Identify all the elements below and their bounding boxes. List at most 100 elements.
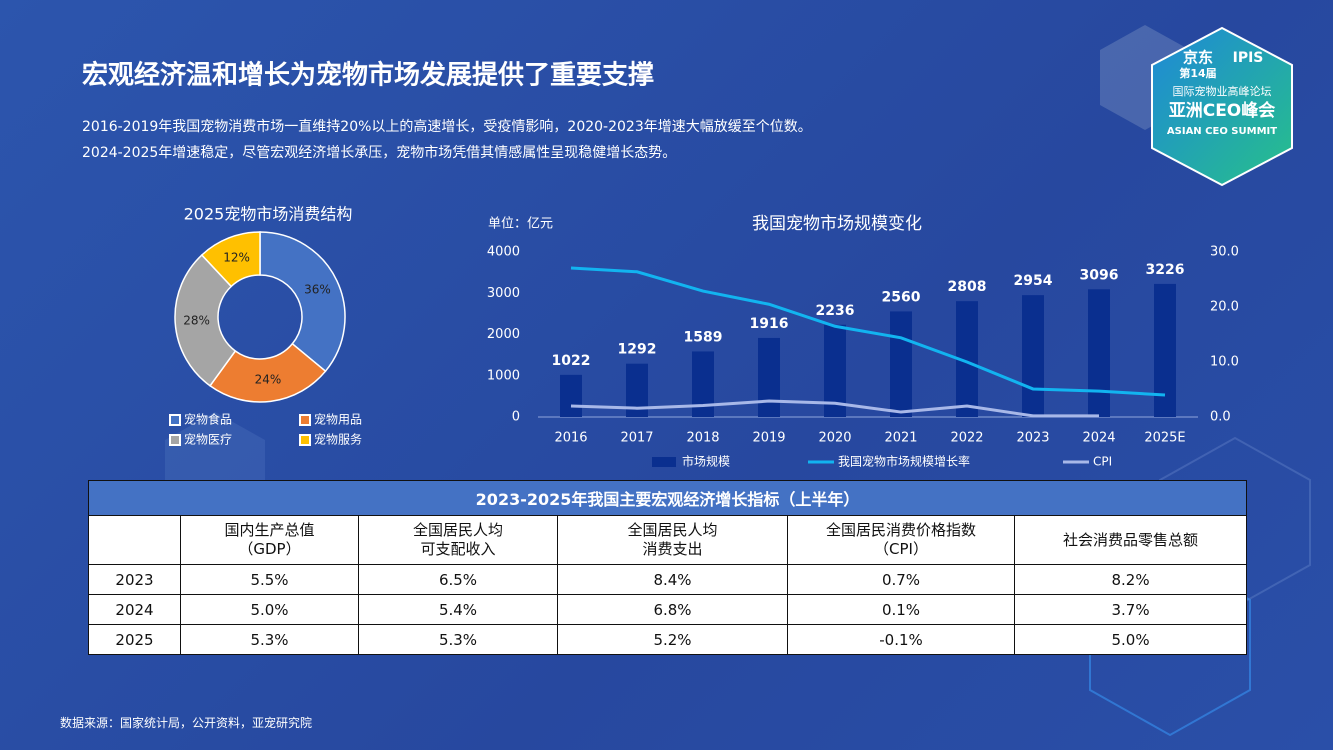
bar [560,374,582,417]
line-series [570,266,1166,397]
legend-label: 我国宠物市场规模增长率 [838,454,970,469]
header-line: 社会消费品零售总额 [1063,530,1199,549]
logo-text: ASIAN CEO SUMMIT [1167,126,1277,137]
legend-label: CPI [1093,455,1112,469]
x-tick-label: 2017 [620,431,653,446]
x-tick-label: 2024 [1082,431,1115,446]
logo-text: 国际宠物业高峰论坛 [1173,84,1272,98]
source-note: 数据来源：国家统计局，公开资料，亚宠研究院 [60,716,313,730]
legend-swatch [652,457,676,467]
x-tick-label: 2025E [1144,431,1185,446]
table-title: 2023-2025年我国主要宏观经济增长指标（上半年） [87,480,1248,516]
x-tick-label: 2020 [818,431,851,446]
x-tick-label: 2021 [884,431,917,446]
header-cell: 全国居民人均 消费支出 [557,515,788,565]
line-series [570,399,1099,418]
header-line: 全国居民人均 [627,521,718,539]
intro-line: 2016-2019年我国宠物消费市场一直维持20%以上的高速增长，受疫情影响，2… [82,118,812,135]
header-cell: 全国居民消费价格指数 （CPI） [787,515,1015,565]
bar-value-label: 1916 [750,316,789,332]
table-cell: 5.0% [1013,624,1248,655]
slice-label: 28% [183,313,210,327]
y-tick-label: 4000 [487,245,520,260]
table-cell: 5.2% [557,624,788,655]
table-cell: 5.3% [358,624,558,655]
table-cell: 2025 [88,624,181,655]
table-cell: 5.0% [180,594,359,625]
slice-label: 12% [223,250,250,264]
y2-tick-label: 0.0 [1210,410,1231,425]
y-tick-label: 1000 [487,368,520,383]
y2-tick-label: 10.0 [1210,355,1239,370]
logo-text: IPIS [1233,50,1264,66]
table-cell: 6.5% [358,564,558,595]
table-cell: -0.1% [787,624,1015,655]
table-header: 国内生产总值 （GDP） 全国居民人均 可支配收入 全国居民人均 消费支出 全国居民消费价格… [88,515,1248,565]
y2-tick-label: 20.0 [1210,300,1239,315]
bar-value-label: 1022 [552,353,591,369]
x-tick-label: 2022 [950,431,983,446]
bar [758,337,780,417]
header-line: 国内生产总值 [224,521,315,539]
legend-swatch [169,434,181,446]
legend-label: 宠物医疗 [184,432,232,447]
header-cell [88,515,181,565]
header-cell: 国内生产总值 （GDP） [180,515,359,565]
header-line: 消费支出 [642,540,703,558]
table-cell: 6.8% [557,594,788,625]
legend-label: 市场规模 [682,454,730,469]
x-tick-label: 2023 [1016,431,1049,446]
y2-tick-label: 30.0 [1210,245,1239,260]
bar-value-label: 2954 [1014,273,1053,289]
bar-value-label: 3226 [1146,262,1185,278]
logo: 京东 IPIS 第14届 国际宠物业高峰论坛 亚洲CEO峰会 ASIAN CEO… [1151,26,1293,187]
bar [824,324,846,417]
table-row: 2024 5.0% 5.4% 6.8% 0.1% 3.7% [88,594,1248,625]
bar-value-label: 2236 [816,303,855,319]
x-tick-label: 2019 [752,431,785,446]
table-cell: 5.3% [180,624,359,655]
table-row: 2023 5.5% 6.5% 8.4% 0.7% 8.2% [88,564,1248,595]
x-tick-label: 2016 [554,431,587,446]
bar-value-label: 2808 [948,279,987,295]
logo-text: 亚洲CEO峰会 [1169,100,1276,121]
pie-title: 2025宠物市场消费结构 [184,205,353,224]
legend-label: 宠物服务 [314,432,362,447]
pie-slice [208,342,327,403]
legend-swatch [299,414,311,426]
header-line: 可支配收入 [420,540,496,558]
unit-label: 单位：亿元 [488,217,553,232]
table-cell: 0.7% [787,564,1015,595]
header-cell: 全国居民人均 可支配收入 [358,515,558,565]
legend-label: 宠物用品 [314,412,362,427]
table-cell: 5.4% [358,594,558,625]
header-line: （CPI） [874,540,928,558]
bar-value-label: 1292 [618,342,657,358]
table-cell: 3.7% [1013,594,1248,625]
slice-label: 36% [304,282,331,296]
y-tick-label: 2000 [487,327,520,342]
logo-text: 京东 [1183,49,1213,67]
legend-swatch [299,434,311,446]
table-cell: 5.5% [180,564,359,595]
indicator-table: 2023-2025年我国主要宏观经济增长指标（上半年） 国内生产总值 （GDP）全… [87,480,1248,655]
bar [890,311,912,417]
bar-value-label: 2560 [882,289,921,305]
y-tick-label: 0 [512,410,520,425]
table-cell: 2023 [88,564,181,595]
table-cell: 8.4% [557,564,788,595]
header-line: 全国居民人均 [412,521,503,539]
pie-slice [200,231,261,288]
bar-value-label: 3096 [1080,267,1119,283]
table-cell: 2024 [88,594,181,625]
bar [956,301,978,417]
logo-badge [1151,26,1293,187]
bar [1088,289,1110,417]
header-line: 全国居民消费价格指数 [825,521,976,539]
bar [1022,295,1044,417]
bar [626,363,648,417]
bar-value-label: 1589 [684,329,723,345]
header-line: （GDP） [238,540,301,558]
slide-title: 宏观经济温和增长为宠物市场发展提供了重要支撑 [82,60,654,91]
